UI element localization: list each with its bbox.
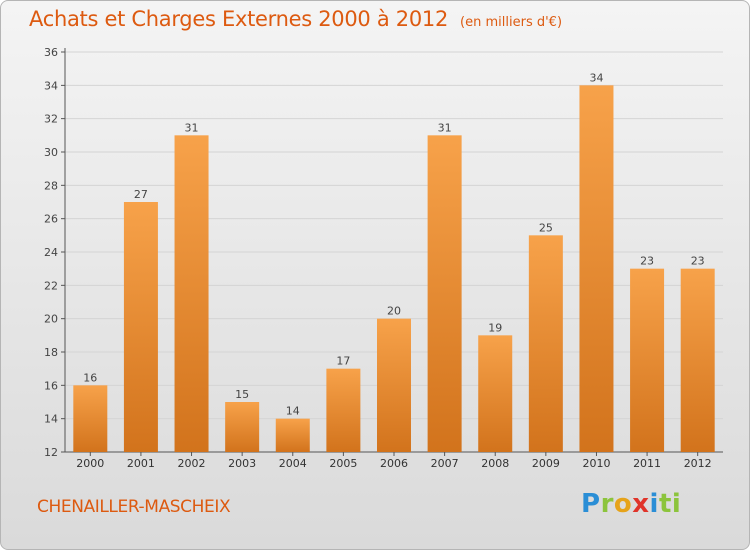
bar (377, 318, 411, 452)
y-tick-label: 28 (44, 179, 58, 192)
x-tick-label: 2001 (127, 457, 155, 470)
chart-unit: (en milliers d'€) (460, 15, 563, 30)
y-tick-label: 34 (44, 79, 58, 92)
data-label: 27 (134, 188, 148, 201)
x-tick-label: 2010 (582, 457, 610, 470)
y-tick-label: 14 (44, 413, 58, 426)
x-tick-label: 2000 (76, 457, 104, 470)
data-label: 19 (488, 321, 502, 334)
logo-letter: x (632, 489, 650, 519)
y-tick-label: 20 (44, 313, 58, 326)
x-tick-label: 2005 (329, 457, 357, 470)
bar (225, 402, 260, 452)
y-tick-label: 18 (44, 346, 58, 359)
y-tick-label: 16 (44, 379, 58, 392)
data-label: 25 (539, 221, 553, 234)
bar (528, 235, 563, 452)
bar (478, 335, 513, 452)
y-tick-label: 32 (44, 113, 58, 126)
proxiti-logo[interactable]: Proxiti (581, 489, 681, 519)
chart-title: Achats et Charges Externes 2000 à 2012 (e… (29, 7, 562, 31)
logo-letter: r (600, 489, 614, 519)
data-label: 20 (387, 305, 401, 318)
data-label: 16 (83, 371, 97, 384)
logo-letter: i (649, 489, 659, 519)
x-tick-label: 2011 (633, 457, 661, 470)
labels: 12 14 16 18 20 22 24 26 28 30 32 34 36 2000 16 2001 27 20… (44, 46, 712, 470)
bar (174, 135, 209, 453)
x-tick-label: 2007 (431, 457, 459, 470)
y-tick-label: 26 (44, 213, 58, 226)
x-tick-label: 2009 (532, 457, 560, 470)
data-label: 23 (640, 255, 654, 268)
y-tick-label: 22 (44, 279, 58, 292)
logo-letter: P (581, 489, 601, 519)
x-tick-label: 2008 (481, 457, 509, 470)
logo-letter: ti (658, 489, 682, 519)
bar (123, 202, 158, 452)
bar (326, 368, 361, 452)
data-label: 15 (235, 388, 249, 401)
logo-letter: o (613, 489, 633, 519)
x-tick-label: 2002 (178, 457, 206, 470)
bar (73, 385, 108, 452)
bar (630, 268, 665, 452)
bar (275, 418, 310, 452)
x-tick-label: 2004 (279, 457, 307, 470)
data-label: 23 (691, 255, 705, 268)
data-label: 34 (589, 71, 603, 84)
bar (427, 135, 462, 453)
y-tick-label: 12 (44, 446, 58, 459)
data-label: 17 (336, 355, 350, 368)
y-tick-label: 36 (44, 46, 58, 59)
commune-name: CHENAILLER-MASCHEIX (37, 497, 231, 517)
data-label: 14 (286, 405, 300, 418)
data-label: 31 (438, 121, 452, 134)
y-tick-label: 24 (44, 246, 58, 259)
x-tick-label: 2012 (684, 457, 712, 470)
y-tick-label: 30 (44, 146, 58, 159)
chart-title-text: Achats et Charges Externes 2000 à 2012 (29, 7, 449, 31)
x-tick-label: 2006 (380, 457, 408, 470)
data-label: 31 (185, 121, 199, 134)
bar (579, 85, 614, 452)
x-tick-label: 2003 (228, 457, 256, 470)
bars (73, 85, 715, 453)
bar (680, 268, 715, 452)
